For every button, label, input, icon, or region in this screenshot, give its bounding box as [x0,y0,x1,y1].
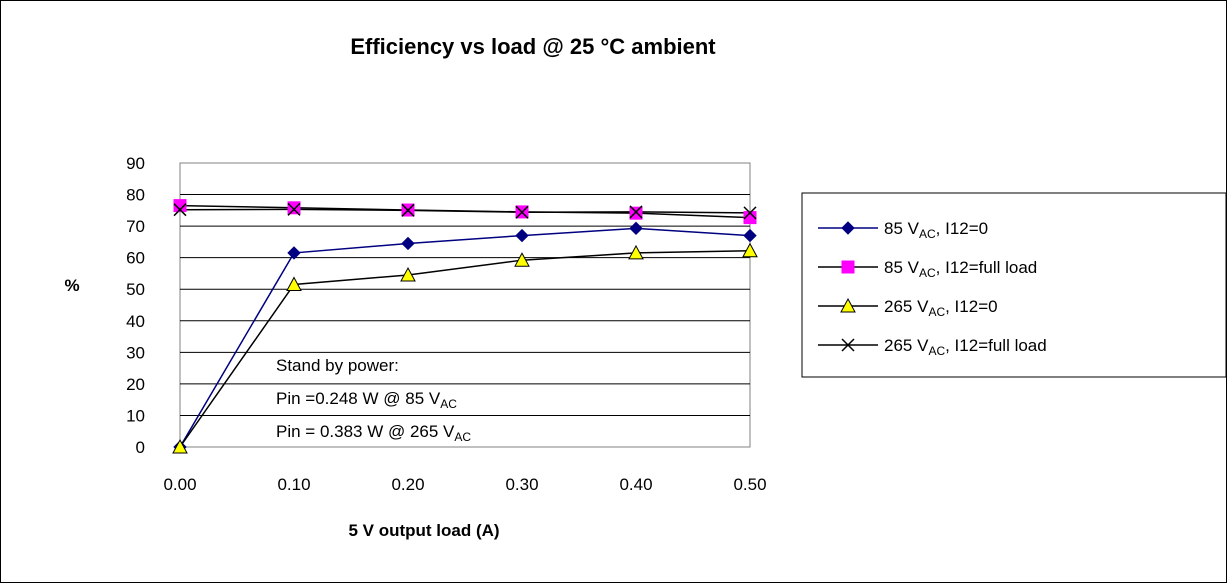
standby-annotation: Stand by power: Pin =0.248 W @ 85 VAC Pi… [276,356,471,444]
y-axis-ticks: 0 10 20 30 40 50 60 70 80 90 [126,154,145,457]
legend-label-suffix: , I12=full load [936,258,1038,277]
legend-label-sub: AC [919,227,936,241]
series-1-point [401,236,415,251]
series-4-point [173,203,187,217]
x-marker-stroke [841,338,855,352]
annotation-line1: Stand by power: [276,356,399,375]
legend-label-name: 85 V [884,219,920,238]
legend-label-name: 85 V [884,258,920,277]
y-tick-label: 30 [126,343,145,362]
series-2-point [629,206,643,220]
legend-label-3: 265 VAC, I12=0 [884,297,998,319]
series-1-point [287,246,301,260]
x-marker-stroke [287,202,301,216]
x-tick-label: 0.20 [391,475,424,494]
legend-label-1: 85 VAC, I12=0 [884,219,988,241]
gridlines [180,194,750,416]
x-tick-label: 0.40 [619,475,652,494]
x-marker-stroke [173,203,187,217]
series-1-point [743,228,757,243]
x-axis-label: 5 V output load (A) [348,521,499,540]
series-4-point [629,205,643,219]
series-4-point [743,206,757,220]
series-3-point [514,252,530,267]
x-tick-label: 0.10 [277,475,310,494]
x-axis-ticks: 0.00 0.10 0.20 0.30 0.40 0.50 [163,475,766,494]
y-tick-label: 80 [126,186,145,205]
y-axis-label: % [64,276,79,295]
legend-label-sub: AC [919,266,936,280]
y-tick-label: 90 [126,154,145,173]
chart-title: Efficiency vs load @ 25 °C ambient [350,34,716,59]
series-markers [172,199,758,454]
legend-label-name: 265 V [884,297,929,316]
legend-label-suffix: , I12=full load [945,336,1047,355]
plot-area: 0 10 20 30 40 50 60 70 80 90 0.00 0.10 0.20 0.30 0.40… [126,154,766,494]
y-tick-label: 40 [126,312,145,331]
annotation-line2-text: Pin =0.248 W @ 85 V [276,389,441,408]
y-tick-label: 0 [136,438,145,457]
series-1-point [515,228,529,243]
x-marker-stroke [743,206,757,220]
y-tick-label: 60 [126,249,145,268]
annotation-line2-sub: AC [440,397,457,411]
annotation-line3: Pin = 0.383 W @ 265 VAC [276,422,471,444]
plot-area-border [179,162,751,448]
annotation-line3-sub: AC [454,430,471,444]
legend-box [801,192,1227,378]
series-line-3 [179,249,751,448]
x-marker-stroke [629,205,643,219]
legend-label-suffix: , I12=0 [936,219,988,238]
legend-label-sub: AC [928,344,945,358]
legend-label-2: 85 VAC, I12=full load [884,258,1037,280]
y-tick-label: 70 [126,217,145,236]
x-marker-stroke [515,205,529,219]
series-4-point [515,205,529,219]
series-3-point [628,244,644,260]
legend-label-4: 265 VAC, I12=full load [884,336,1047,358]
series-4-point [287,202,301,216]
series-3-point [172,438,188,454]
series-line-4 [179,208,751,214]
series-2-point [287,201,301,215]
legend-marker-3 [840,297,856,313]
legend-label-sub: AC [928,305,945,319]
legend-marker-1 [841,221,855,235]
series-lines [179,204,751,448]
x-tick-label: 0.30 [505,475,538,494]
legend-label-name: 265 V [884,336,929,355]
x-tick-label: 0.50 [733,475,766,494]
series-4-point [401,203,415,217]
series-line-1 [179,227,751,448]
series-3-point [400,266,416,282]
series-3-point [286,276,302,291]
series-3-point [742,242,758,258]
series-2-point [743,211,757,225]
x-marker-stroke [401,203,415,217]
series-2-point [173,199,187,213]
annotation-line2: Pin =0.248 W @ 85 VAC [276,389,457,411]
y-tick-label: 10 [126,406,145,425]
annotation-line3-text: Pin = 0.383 W @ 265 V [276,422,455,441]
legend-marker-4 [841,338,855,352]
legend-marker-2 [841,260,855,274]
y-tick-label: 20 [126,375,145,394]
x-tick-label: 0.00 [163,475,196,494]
series-1-point [629,221,643,236]
legend-label-suffix: , I12=0 [945,297,997,316]
y-tick-label: 50 [126,280,145,299]
